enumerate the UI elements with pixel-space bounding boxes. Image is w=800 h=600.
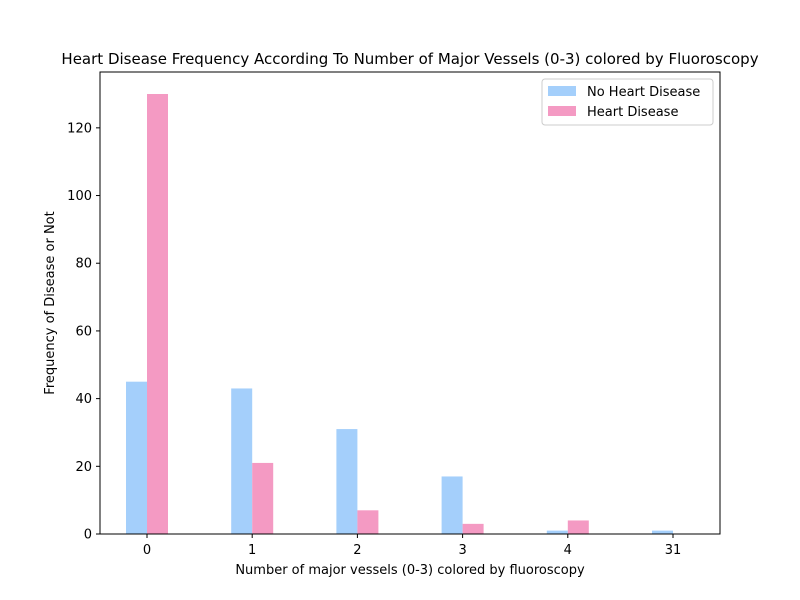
legend-entry: No Heart Disease <box>587 85 700 100</box>
x-tick-label: 4 <box>564 543 572 558</box>
bar-no-heart-disease-31 <box>652 530 673 534</box>
axes-frame <box>99 71 721 535</box>
bar-heart-disease-2 <box>357 510 379 534</box>
plot-area <box>99 71 721 535</box>
bar-no-heart-disease-1 <box>231 388 253 534</box>
y-tick-label: 100 <box>67 189 92 204</box>
bar-heart-disease-1 <box>252 462 274 534</box>
legend-swatch <box>548 86 576 96</box>
x-tick-label: 3 <box>458 543 466 558</box>
legend-entry: Heart Disease <box>587 105 678 120</box>
chart-title: Heart Disease Frequency According To Num… <box>61 50 758 68</box>
bar-no-heart-disease-2 <box>336 429 358 534</box>
bar-heart-disease-4 <box>567 520 589 534</box>
bar-heart-disease-3 <box>462 523 484 534</box>
y-tick-label: 40 <box>75 392 92 407</box>
x-axis-label: Number of major vessels (0-3) colored by… <box>235 563 585 578</box>
legend-box <box>541 78 714 126</box>
y-tick-label: 0 <box>84 528 92 543</box>
legend: No Heart Disease Heart Disease <box>541 78 714 126</box>
bar-heart-disease-0 <box>147 94 168 534</box>
x-tick-label: 2 <box>353 543 361 558</box>
x-tick-label: 31 <box>665 543 682 558</box>
y-tick-label: 20 <box>75 460 92 475</box>
legend-swatch <box>548 106 576 116</box>
y-tick-label: 60 <box>75 324 92 339</box>
bar-no-heart-disease-0 <box>126 381 147 534</box>
x-tick-label: 1 <box>248 543 256 558</box>
bar-no-heart-disease-4 <box>546 530 568 534</box>
y-tick-label: 120 <box>67 121 92 136</box>
y-axis: 0 20 40 60 80 100 120 <box>67 121 100 543</box>
x-tick-label: 0 <box>143 543 151 558</box>
y-tick-label: 80 <box>75 257 92 272</box>
y-axis-label: Frequency of Disease or Not <box>43 211 58 394</box>
x-axis: 0 1 2 3 4 31 <box>143 534 681 558</box>
bar-no-heart-disease-3 <box>441 476 463 534</box>
